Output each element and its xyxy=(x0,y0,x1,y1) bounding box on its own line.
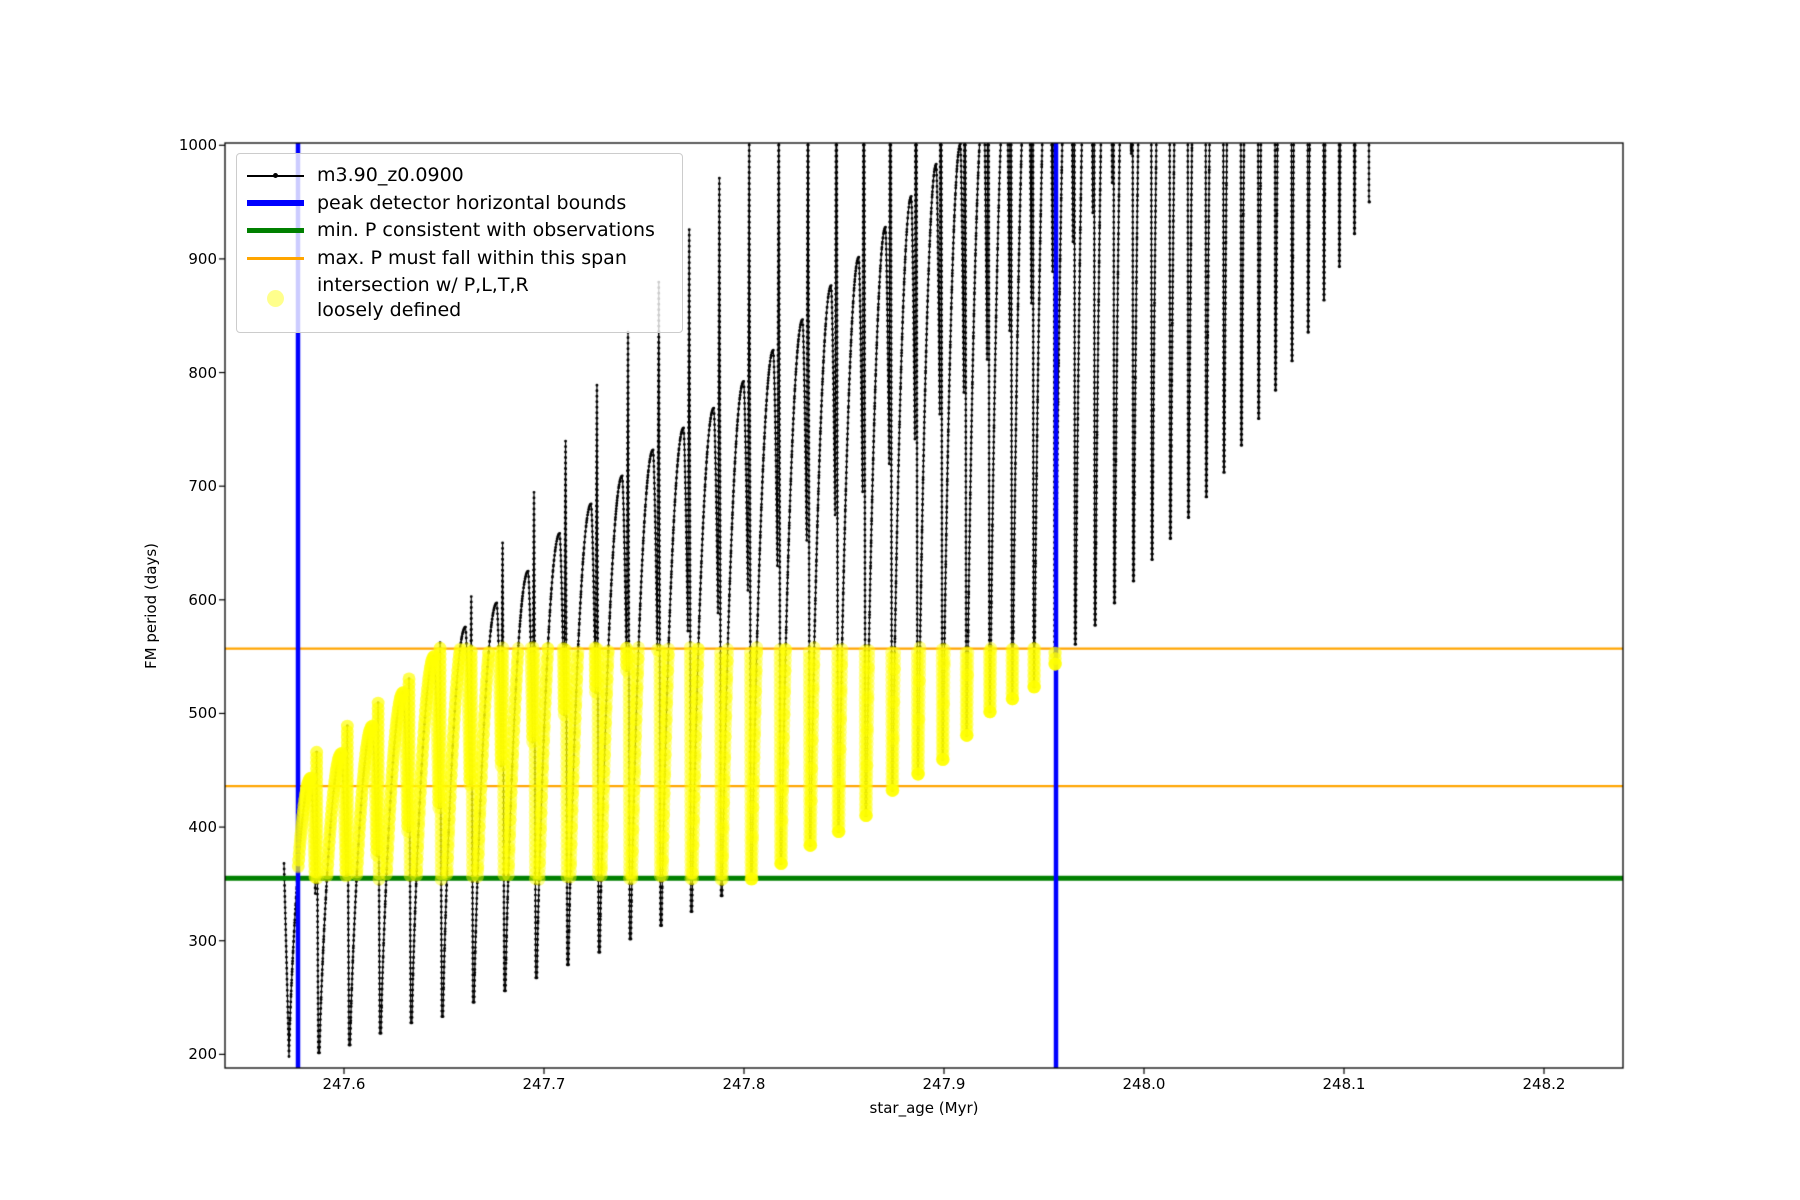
legend-label: max. P must fall within this span xyxy=(317,246,627,269)
legend-label: intersection w/ P,L,T,R loosely defined xyxy=(317,273,529,323)
legend: m3.90_z0.0900 peak detector horizontal b… xyxy=(236,153,683,333)
thick-blue-line-icon xyxy=(247,200,304,207)
legend-line-sample xyxy=(247,257,304,260)
legend-label-line2: loosely defined xyxy=(317,299,462,321)
legend-item-series: m3.90_z0.0900 xyxy=(247,162,672,190)
legend-label: min. P consistent with observations xyxy=(317,219,655,242)
legend-dot-sample xyxy=(267,289,284,307)
yellow-dot-marker-icon xyxy=(247,289,304,307)
legend-item-max-p: max. P must fall within this span xyxy=(247,245,672,273)
orange-line-icon xyxy=(247,257,304,260)
thick-green-line-icon xyxy=(247,228,304,234)
legend-line-sample xyxy=(247,200,304,207)
x-axis-label: star_age (Myr) xyxy=(869,1099,979,1117)
legend-line-sample xyxy=(247,228,304,234)
legend-dot-sample xyxy=(273,173,278,179)
legend-label: peak detector horizontal bounds xyxy=(317,191,627,214)
legend-item-min-p: min. P consistent with observations xyxy=(247,217,672,245)
legend-label-line1: intersection w/ P,L,T,R xyxy=(317,274,529,296)
line-dot-marker-icon xyxy=(247,173,304,179)
legend-label: m3.90_z0.0900 xyxy=(317,164,464,187)
legend-item-intersection: intersection w/ P,L,T,R loosely defined xyxy=(247,272,672,324)
y-axis-label: FM period (days) xyxy=(142,543,160,669)
legend-item-peak-bounds: peak detector horizontal bounds xyxy=(247,190,672,218)
